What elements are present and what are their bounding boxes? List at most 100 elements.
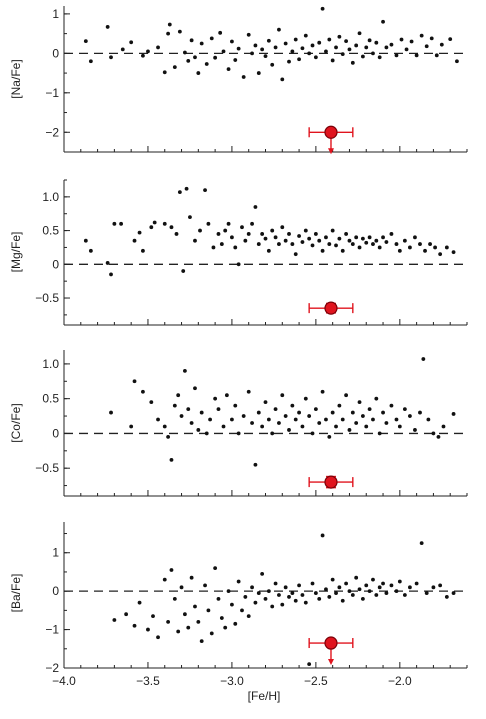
data-point	[310, 581, 315, 586]
data-point	[277, 27, 281, 32]
data-point	[273, 45, 278, 50]
data-point	[371, 577, 375, 582]
data-point	[290, 49, 295, 54]
data-point	[226, 221, 231, 226]
data-point	[408, 414, 412, 418]
data-point	[189, 421, 194, 425]
data-point	[320, 389, 325, 394]
data-point	[149, 400, 154, 405]
data-point	[177, 190, 182, 195]
data-point	[354, 235, 359, 240]
data-point	[381, 410, 385, 415]
data-point	[344, 581, 348, 586]
data-point	[277, 421, 281, 425]
data-point	[367, 235, 372, 240]
data-point	[250, 51, 254, 56]
data-point	[270, 62, 275, 67]
data-point	[290, 242, 295, 246]
data-point	[183, 50, 187, 55]
data-point	[324, 587, 328, 592]
data-point	[105, 25, 110, 29]
data-point	[166, 435, 171, 439]
data-point	[283, 238, 288, 243]
data-point	[208, 417, 212, 422]
data-point	[193, 604, 197, 609]
data-point	[317, 238, 322, 243]
data-point	[324, 49, 328, 54]
data-point	[350, 410, 355, 415]
data-point	[313, 407, 318, 411]
data-point	[402, 238, 407, 243]
data-point	[151, 614, 155, 619]
data-point	[83, 39, 88, 44]
data-point	[384, 45, 389, 50]
data-point	[189, 38, 194, 43]
data-point	[196, 428, 201, 432]
data-point	[357, 31, 362, 36]
data-point	[408, 585, 412, 590]
data-point	[149, 225, 154, 230]
data-point	[377, 245, 382, 250]
data-point	[357, 245, 362, 250]
data-point	[347, 589, 352, 594]
data-point	[129, 424, 134, 429]
data-point	[172, 403, 177, 408]
data-point	[307, 662, 312, 667]
data-point	[414, 53, 419, 58]
data-point	[193, 238, 197, 243]
data-point	[307, 51, 312, 56]
data-point	[226, 589, 231, 594]
y-tick-label: 1.0	[42, 357, 59, 371]
data-point	[347, 428, 352, 432]
data-point	[260, 47, 265, 52]
y-tick-label: 0	[52, 257, 59, 271]
highlighted-star-marker	[324, 636, 338, 650]
data-point	[364, 45, 369, 50]
data-point	[438, 583, 443, 588]
data-point	[413, 235, 417, 240]
data-point	[263, 54, 268, 59]
data-point	[303, 396, 308, 401]
data-point	[129, 40, 134, 45]
data-point	[337, 236, 342, 241]
x-tick-label: −3.0	[220, 674, 244, 688]
data-point	[404, 47, 409, 52]
y-tick-label: 1	[52, 546, 59, 560]
data-point	[330, 58, 335, 63]
data-point	[300, 593, 305, 597]
data-point	[209, 36, 214, 41]
data-point	[293, 417, 298, 422]
data-point	[277, 593, 281, 597]
data-point	[364, 583, 369, 588]
data-point	[250, 585, 254, 590]
data-point	[172, 65, 177, 70]
data-point	[226, 67, 231, 72]
data-point	[418, 410, 422, 415]
data-point	[213, 566, 218, 571]
data-point	[88, 248, 93, 253]
data-point	[253, 205, 258, 209]
data-point	[132, 238, 137, 243]
data-point	[431, 585, 436, 590]
highlighted-star-marker	[324, 301, 338, 315]
data-point	[206, 221, 211, 226]
data-point	[389, 583, 394, 588]
data-point	[389, 42, 394, 47]
data-point	[448, 37, 453, 42]
data-point	[283, 585, 288, 590]
data-point	[216, 232, 221, 236]
data-point	[414, 581, 419, 586]
data-point	[206, 608, 211, 613]
data-point	[233, 403, 238, 408]
data-point	[438, 252, 443, 257]
data-point	[109, 55, 113, 60]
data-point	[280, 225, 285, 230]
data-point	[243, 595, 248, 599]
data-point	[253, 43, 258, 48]
data-point	[371, 242, 375, 246]
highlighted-star-marker	[324, 125, 338, 139]
data-point	[428, 242, 432, 246]
data-point	[146, 49, 150, 54]
data-point	[297, 410, 301, 415]
data-point	[186, 58, 191, 63]
